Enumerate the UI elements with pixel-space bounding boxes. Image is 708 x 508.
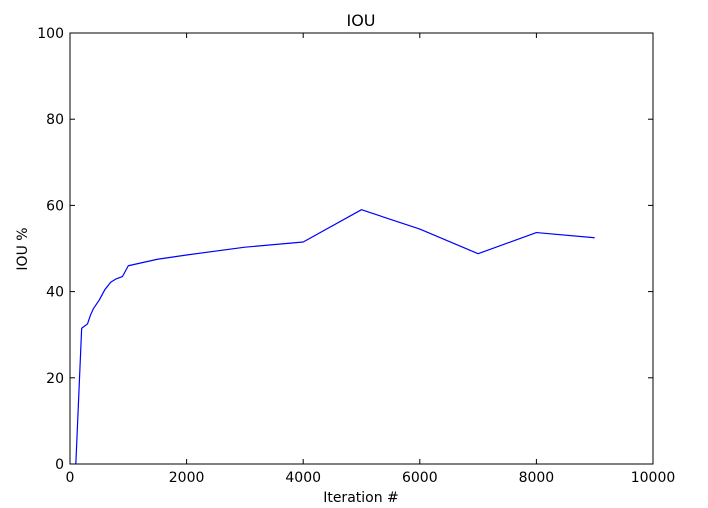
- axes-frame: [69, 32, 654, 465]
- y-axis-label: IOU %: [15, 227, 31, 270]
- y-tick-label: 40: [46, 285, 64, 301]
- y-tick-label: 20: [46, 371, 64, 387]
- x-tick-label: 10000: [631, 470, 676, 486]
- series-line-0: [75, 209, 595, 465]
- chart-title: IOU: [346, 11, 375, 30]
- x-tick-label: 8000: [519, 470, 555, 486]
- plot-area: [75, 209, 595, 465]
- y-tick-label: 60: [46, 198, 64, 214]
- plot-frame: [69, 32, 654, 465]
- x-tick-label: 6000: [402, 470, 438, 486]
- y-tick-label: 80: [46, 112, 64, 128]
- x-tick-label: 0: [66, 470, 75, 486]
- x-tick-label: 4000: [285, 470, 321, 486]
- y-tick-label: 100: [37, 26, 64, 42]
- tick-marks: [69, 32, 654, 465]
- x-tick-label: 2000: [169, 470, 205, 486]
- x-axis-label: Iteration #: [323, 490, 399, 506]
- y-tick-label: 0: [55, 457, 64, 473]
